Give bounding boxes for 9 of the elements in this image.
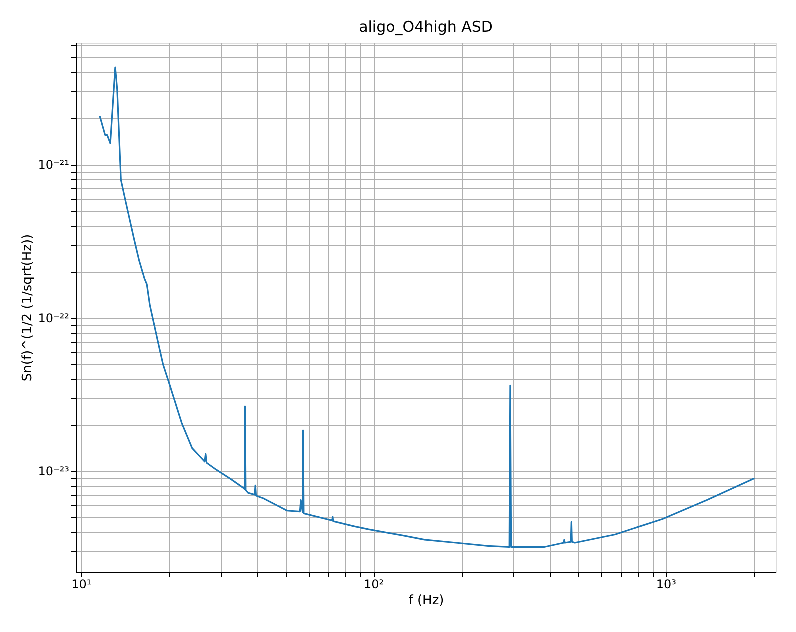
x-tick-label: 10¹ bbox=[72, 578, 92, 592]
x-tick-label: 10³ bbox=[656, 578, 677, 592]
y-tick-label: 10⁻²³ bbox=[38, 464, 70, 479]
chart-title: aligo_O4high ASD bbox=[359, 18, 493, 36]
x-tick-label: 10² bbox=[364, 578, 384, 592]
y-tick-label: 10⁻²¹ bbox=[38, 158, 70, 172]
y-axis-title: Sn(f)^(1/2 (1/sqrt(Hz)) bbox=[20, 234, 36, 382]
y-tick-label: 10⁻²² bbox=[38, 311, 70, 326]
x-axis-title: f (Hz) bbox=[408, 594, 444, 608]
